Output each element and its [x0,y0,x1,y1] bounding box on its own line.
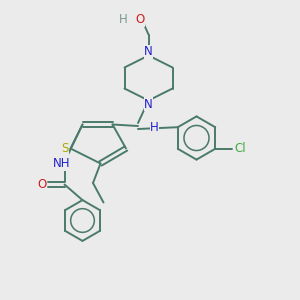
Text: N: N [144,45,153,58]
Text: H: H [150,121,159,134]
Text: Cl: Cl [234,142,246,155]
Text: H: H [118,13,127,26]
Text: O: O [135,13,144,26]
Text: O: O [38,178,46,191]
Text: N: N [144,98,153,111]
Text: NH: NH [53,157,70,170]
Text: S: S [61,142,69,155]
